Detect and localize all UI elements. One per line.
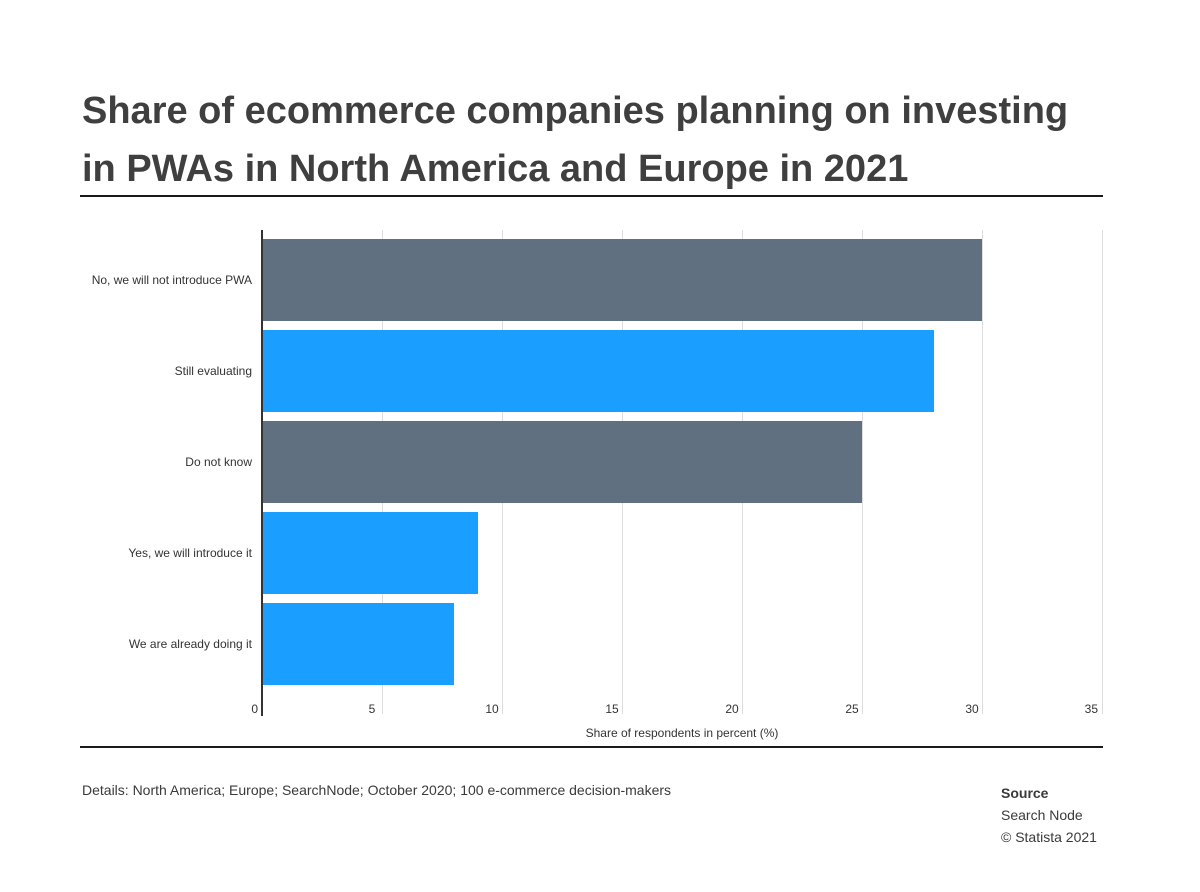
category-label-4: We are already doing it	[129, 637, 253, 651]
bar-1	[262, 330, 934, 412]
x-tick-label-30: 30	[965, 702, 979, 716]
category-label-1: Still evaluating	[175, 364, 252, 378]
category-label-2: Do not know	[185, 455, 252, 469]
bar-4	[262, 603, 454, 685]
x-tick-label-0: 0	[251, 702, 258, 716]
bar-2	[262, 421, 862, 503]
x-tick-label-5: 5	[369, 702, 376, 716]
x-axis-title: Share of respondents in percent (%)	[586, 726, 779, 740]
chart-title: Share of ecommerce companies planning on…	[82, 90, 1069, 190]
bar-3	[262, 512, 478, 594]
title-divider	[80, 195, 1103, 197]
x-tick-label-15: 15	[605, 702, 619, 716]
x-tick-label-35: 35	[1085, 702, 1099, 716]
category-label-0: No, we will not introduce PWA	[92, 273, 252, 287]
footer-divider	[80, 746, 1103, 748]
x-tick-label-25: 25	[845, 702, 859, 716]
chart-details: Details: North America; Europe; SearchNo…	[82, 782, 672, 798]
x-tick-label-10: 10	[485, 702, 499, 716]
source-block: Source Search Node © Statista 2021	[1001, 782, 1097, 848]
copyright: © Statista 2021	[1001, 829, 1097, 845]
bar-0	[262, 239, 982, 321]
source-heading: Source	[1001, 785, 1049, 801]
source-name: Search Node	[1001, 807, 1083, 823]
category-label-3: Yes, we will introduce it	[128, 546, 252, 560]
x-tick-label-20: 20	[725, 702, 739, 716]
